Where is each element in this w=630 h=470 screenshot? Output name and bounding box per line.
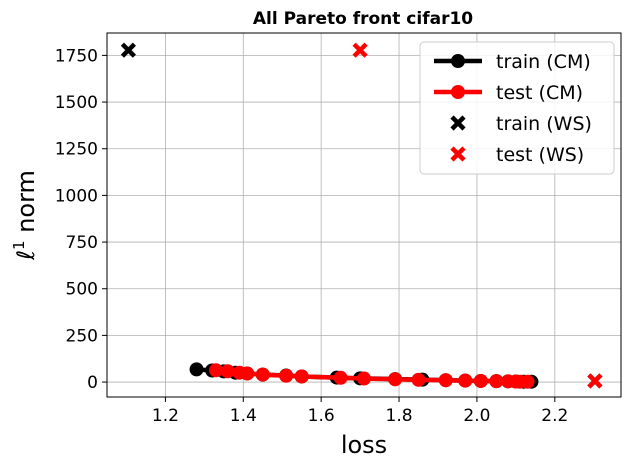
legend-label: test (CM) [496,82,583,104]
data-point [520,374,535,389]
legend: train (CM) test (CM) train (WS) test (WS) [419,41,615,175]
y-tick-label: 1250 [55,140,98,160]
series-group [120,42,603,389]
data-point [294,369,309,384]
x-tick-label: 2.0 [463,406,490,426]
y-axis-label: ℓ1 norm [10,170,40,261]
data-point [240,366,255,381]
plot-area [120,42,603,389]
data-point [189,362,204,377]
data-point [255,367,270,382]
legend-marker-x [450,146,466,162]
data-point-x [352,42,368,58]
x-axis-label: loss [341,431,387,459]
data-point [438,373,453,388]
x-tick-label: 1.2 [152,406,179,426]
x-tick-label: 1.4 [230,406,257,426]
plot-frame [106,32,622,398]
x-tick-label: 1.6 [308,406,335,426]
x-axis: 1.2 1.4 1.6 1.8 2.0 2.2 [152,397,568,426]
series-3 [352,42,603,389]
data-point [333,370,348,385]
data-point [388,372,403,387]
y-tick-label: 250 [66,326,98,346]
data-point [209,363,224,378]
legend-item: train (CM) [434,51,591,73]
legend-label: train (CM) [496,51,591,73]
x-tick-label: 1.8 [386,406,413,426]
y-tick-label: 750 [66,233,98,253]
y-axis-label-norm: norm [12,170,40,240]
data-point-x [587,373,603,389]
data-point [473,373,488,388]
data-point [458,373,473,388]
y-tick-label: 500 [66,280,98,300]
y-tick-label: 0 [87,373,98,393]
legend-label: train (WS) [496,113,592,135]
legend-item: test (WS) [450,144,584,166]
legend-marker-x [450,115,466,131]
legend-label: test (WS) [496,144,584,166]
y-tick-label: 1750 [55,46,98,66]
data-point [279,368,294,383]
data-point-x [120,42,137,58]
legend-item: test (CM) [434,82,583,104]
data-point [489,374,504,389]
chart-title: All Pareto front cifar10 [253,9,473,29]
data-point [357,371,371,386]
legend-marker [451,54,465,68]
data-point [220,364,235,379]
legend-item: train (WS) [450,113,592,135]
legend-marker [451,85,465,99]
y-tick-label: 1000 [55,186,98,206]
x-tick-label: 2.2 [541,406,568,426]
legend-box [419,41,615,175]
series-1 [209,363,535,389]
data-point [411,372,426,387]
y-tick-label: 1500 [55,93,98,113]
y-axis-label-ell: ℓ [12,250,40,261]
y-axis: 0 250 500 750 1000 1250 1500 1750 [55,46,107,393]
y-axis-label-sup: 1 [10,240,28,250]
